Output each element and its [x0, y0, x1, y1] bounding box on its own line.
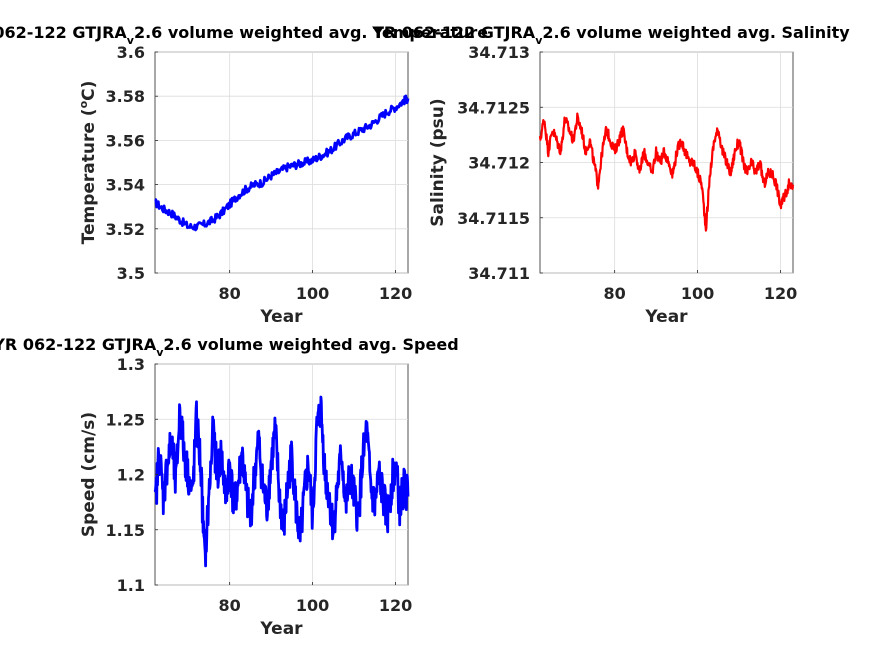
plot-area [154, 51, 409, 274]
x-tick-label: 100 [296, 596, 329, 615]
chart-panel-2: 80 100 120 34.711 34.7115 34.712 34.7125 34.713… [371, 23, 850, 327]
y-tick-label: 1.25 [106, 410, 145, 429]
x-axis-label: Year [259, 307, 303, 327]
y-axis-label: Speed (cm/s) [79, 412, 99, 537]
chart-panel-1: 80 100 120 3.5 3.52 3.54 3.56 3.58 3.6 Year Temper… [0, 23, 488, 327]
y-tick-label: 3.58 [106, 87, 145, 106]
x-tick-label: 120 [379, 284, 412, 303]
y-tick-label: 3.52 [106, 220, 145, 239]
grid-lines [540, 51, 793, 274]
x-tick-label: 80 [219, 284, 241, 303]
series-line [154, 94, 410, 232]
y-tick-label: 34.712 [468, 154, 530, 173]
y-tick-label: 34.7115 [457, 209, 530, 228]
chart-panel-3: 80 100 120 1.1 1.15 1.2 1.25 1.3 Year Speed (cm/s… [0, 335, 459, 639]
x-axis-label: Year [259, 619, 303, 639]
y-tick-label: 1.3 [117, 355, 145, 374]
x-tick-label: 100 [296, 284, 329, 303]
y-tick-label: 1.1 [117, 576, 145, 595]
x-tick-label: 120 [379, 596, 412, 615]
y-tick-label: 3.6 [117, 43, 145, 62]
chart-title: YR 062-122 GTJRAv2.6 volume weighted avg… [0, 335, 459, 359]
y-axis-label: Temperature (oC) [77, 81, 99, 245]
y-tick-label: 3.5 [117, 264, 145, 283]
x-axis-label: Year [644, 307, 688, 327]
y-tick-label: 34.711 [468, 264, 530, 283]
chart-title: YR 062-122 GTJRAv2.6 volume weighted avg… [371, 23, 850, 47]
y-tick-label: 34.713 [468, 43, 530, 62]
y-tick-label: 34.7125 [457, 98, 530, 117]
chart-title: YR 062-122 GTJRAv2.6 volume weighted avg… [0, 23, 488, 47]
y-tick-label: 1.15 [106, 521, 145, 540]
x-tick-label: 80 [219, 596, 241, 615]
series-line [538, 112, 795, 232]
y-tick-label: 3.54 [106, 176, 145, 195]
x-tick-label: 80 [604, 284, 626, 303]
x-tick-label: 100 [681, 284, 714, 303]
y-tick-label: 1.2 [117, 466, 145, 485]
x-tick-label: 120 [764, 284, 797, 303]
y-tick-label: 3.56 [106, 131, 145, 150]
y-axis-label: Salinity (psu) [428, 98, 448, 226]
series-line [153, 395, 410, 568]
